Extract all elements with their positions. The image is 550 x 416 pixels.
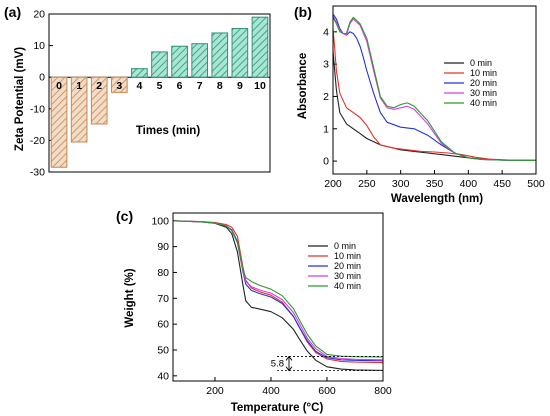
annotation-arrow-head-down xyxy=(285,366,293,372)
panel-label-b: (b) xyxy=(294,4,312,20)
y-tick-label: 90 xyxy=(157,241,169,253)
y-tick-label: 2 xyxy=(323,91,329,103)
panel-a-bar xyxy=(171,45,188,78)
x-tick-label: 450 xyxy=(493,178,511,190)
x-tick-label: 250 xyxy=(358,178,376,190)
x-tick-label: 800 xyxy=(374,385,392,397)
panel-a-bar xyxy=(90,76,108,125)
panel-a-plot-frame xyxy=(48,13,271,173)
panel-a-bar xyxy=(151,51,168,78)
panel-a-category-label: 8 xyxy=(217,80,223,92)
y-tick-label: 60 xyxy=(157,319,169,331)
y-tick-label: 40 xyxy=(157,370,169,382)
x-tick-label: 500 xyxy=(527,178,545,190)
absorbance-panel: (b) Absorbance Wavelength (nm) 200 250 300… xyxy=(294,4,545,205)
panel-c-x-axis-title: Temperature (°C) xyxy=(231,402,324,414)
panel-a-bar xyxy=(251,16,269,78)
panel-label-a: (a) xyxy=(4,4,21,20)
panel-a-category-label: 10 xyxy=(254,80,266,92)
panel-b-x-axis-title: Wavelength (nm) xyxy=(391,193,483,205)
panel-a-x-axis-title: Times (min) xyxy=(136,125,200,137)
series-line-10-min xyxy=(332,28,537,161)
legend-label: 40 min xyxy=(470,98,497,108)
x-tick-label: 600 xyxy=(318,385,336,397)
panel-a-bar xyxy=(131,68,148,78)
panel-a-y-tick-label: -10 xyxy=(30,103,45,115)
annotation-arrow-head-up xyxy=(285,355,293,361)
panel-a-bar xyxy=(50,76,68,168)
panel-a-y-axis-title: Zeta Potential (mV) xyxy=(14,47,26,151)
legend-label: 0 min xyxy=(334,241,356,251)
y-tick-label: 0 xyxy=(323,156,329,168)
x-tick-label: 350 xyxy=(426,178,444,190)
x-tick-label: 300 xyxy=(392,178,410,190)
x-tick-label: 200 xyxy=(206,385,224,397)
x-tick-label: 400 xyxy=(262,385,280,397)
y-tick-label: 1 xyxy=(323,123,329,135)
series-line-40-min xyxy=(172,220,384,358)
panel-a-category-label: 9 xyxy=(237,80,243,92)
zeta-potential-panel: (a) Zeta Potential (mV) Times (min) -30 -… xyxy=(4,4,271,179)
series-line-40-min xyxy=(332,16,537,161)
panel-a-y-tick-label: -30 xyxy=(30,167,45,179)
panel-a-bar xyxy=(110,76,128,93)
legend-label: 0 min xyxy=(470,58,492,68)
legend-label: 10 min xyxy=(470,68,497,78)
panel-a-category-label: 4 xyxy=(136,80,142,92)
panel-a-y-tick-label: -20 xyxy=(30,135,45,147)
panel-a-category-label: 1 xyxy=(76,80,82,92)
legend-label: 30 min xyxy=(470,88,497,98)
panel-label-c: (c) xyxy=(116,208,133,224)
tga-panel: (c) Weight (%) Temperature (°C) 200 400 60… xyxy=(116,208,392,414)
series-line-0-min xyxy=(172,220,384,371)
panel-a-category-label: 3 xyxy=(116,80,122,92)
panel-a-y-tick-label: 20 xyxy=(33,9,45,21)
x-tick-label: 400 xyxy=(460,178,478,190)
panel-b-plot-frame xyxy=(332,5,537,175)
annotation-label: 5.8 xyxy=(271,359,284,370)
series-line-0-min xyxy=(332,51,537,161)
legend-label: 20 min xyxy=(470,78,497,88)
y-tick-label: 3 xyxy=(323,59,329,71)
legend-label: 40 min xyxy=(334,281,361,291)
panel-a-bar xyxy=(191,43,209,78)
y-tick-label: 80 xyxy=(157,267,169,279)
panel-a-category-label: 6 xyxy=(177,80,183,92)
panel-a-category-label: 7 xyxy=(197,80,203,92)
panel-a-bar xyxy=(231,28,249,78)
panel-a-category-label: 5 xyxy=(157,80,163,92)
weight-difference-annotation: 5.8 xyxy=(271,355,383,372)
panel-b-y-axis-title: Absorbance xyxy=(297,53,309,119)
panel-a-bar xyxy=(70,76,88,143)
series-line-20-min xyxy=(332,13,537,161)
y-tick-label: 4 xyxy=(323,26,329,38)
panel-c-plot-frame xyxy=(172,212,384,382)
series-line-10-min xyxy=(172,220,384,364)
panel-a-bar xyxy=(211,32,229,78)
y-tick-label: 100 xyxy=(151,215,169,227)
panel-a-category-label: 2 xyxy=(96,80,102,92)
panel-c-y-axis-title: Weight (%) xyxy=(124,268,136,327)
legend-label: 20 min xyxy=(334,261,361,271)
y-tick-label: 50 xyxy=(157,344,169,356)
y-tick-label: 70 xyxy=(157,293,169,305)
series-line-30-min xyxy=(332,15,537,161)
legend-label: 30 min xyxy=(334,271,361,281)
panel-a-category-label: 0 xyxy=(56,80,62,92)
panel-a-y-tick-label: 0 xyxy=(39,72,45,84)
panel-a-y-tick-label: 10 xyxy=(33,40,45,52)
x-tick-label: 200 xyxy=(324,178,342,190)
legend-label: 10 min xyxy=(334,251,361,261)
